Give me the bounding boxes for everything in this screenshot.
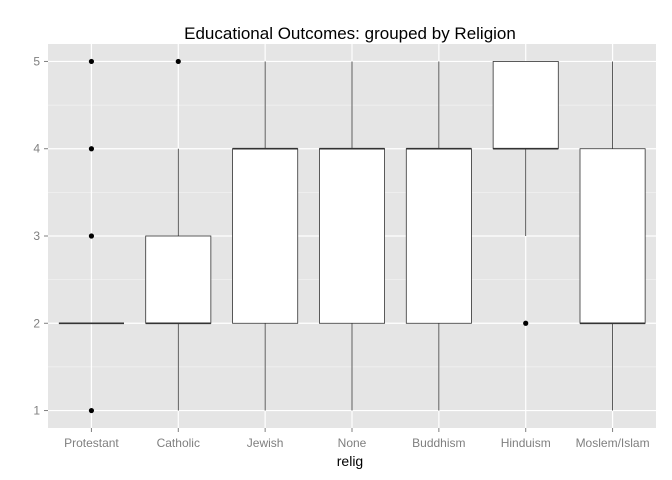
y-tick-label: 4 — [33, 142, 40, 156]
box-jewish — [232, 61, 299, 411]
box-buddhism — [405, 61, 472, 411]
box-body — [492, 61, 559, 150]
y-tick-label: 2 — [33, 316, 40, 330]
y-tick-label: 1 — [33, 404, 40, 418]
box-body — [405, 148, 472, 324]
box-body — [232, 148, 299, 324]
outlier-point — [88, 58, 95, 65]
x-tick-label: Moslem/Islam — [576, 436, 650, 450]
y-tick-label: 3 — [33, 229, 40, 243]
box-body — [145, 235, 212, 324]
outlier-point — [88, 233, 95, 239]
boxes — [58, 58, 646, 414]
box-none — [319, 61, 385, 411]
box-catholic — [145, 58, 212, 411]
box-body — [319, 148, 385, 324]
x-tick-label: Catholic — [157, 436, 200, 450]
y-tick-label: 5 — [33, 54, 40, 68]
box-protestant — [58, 58, 124, 414]
outlier-point — [88, 407, 95, 414]
chart-title: Educational Outcomes: grouped by Religio… — [184, 24, 516, 43]
x-axis-ticks: Protestant Catholic Jewish None Buddhism Hind… — [64, 428, 650, 450]
box-hinduism — [492, 61, 559, 326]
box-body — [579, 148, 646, 324]
box-moslem-islam — [579, 61, 646, 411]
x-tick-label: Protestant — [64, 436, 119, 450]
outlier-point — [88, 146, 95, 152]
x-tick-label: Hinduism — [501, 436, 551, 450]
x-axis-title: relig — [337, 453, 363, 469]
outlier-point — [175, 58, 181, 65]
x-tick-label: None — [338, 436, 367, 450]
x-tick-label: Buddhism — [412, 436, 465, 450]
y-axis-ticks: 1 2 3 4 5 — [33, 54, 48, 418]
outlier-point — [523, 320, 529, 326]
x-tick-label: Jewish — [247, 436, 284, 450]
